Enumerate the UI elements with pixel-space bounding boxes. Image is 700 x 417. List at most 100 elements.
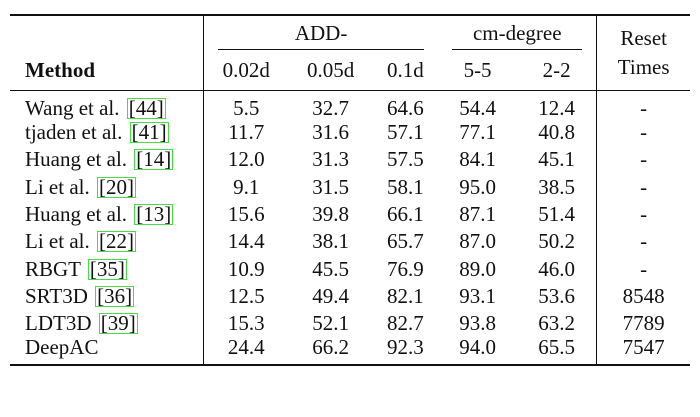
method-name: tjaden et al.: [25, 120, 128, 145]
value-cell: 94.0: [459, 335, 496, 360]
value-cell: 57.1: [387, 120, 424, 145]
method-name: Wang et al.: [25, 96, 125, 120]
table-row: SRT3D [36] 12.5 49.4 82.1 93.1 53.6 8548: [10, 282, 690, 311]
value-cell: 11.7: [228, 120, 265, 145]
results-table: ADD- cm-degree Reset Times Method 0.02d …: [10, 14, 690, 366]
method-name: Li et al.: [25, 174, 95, 199]
value-cell: 15.3: [227, 311, 265, 336]
table-row: RBGT [35] 10.9 45.5 76.9 89.0 46.0-: [10, 255, 690, 283]
citation-link[interactable]: [14]: [134, 147, 174, 172]
citation-link[interactable]: [41]: [129, 120, 169, 145]
value-cell: 12.5: [227, 283, 265, 308]
table-row: Li et al. [20] 9.1 31.5 58.1 95.0 38.5-: [10, 173, 690, 201]
value-cell: 10.9: [227, 256, 265, 281]
table-row: LDT3D [39] 15.3 52.1 82.7 93.8 63.2 7789: [10, 310, 690, 338]
value-cell: 66.1: [387, 202, 424, 227]
value-cell: 24.4: [227, 335, 265, 360]
reset-times-header: Reset Times: [596, 15, 690, 91]
method-name-cell: Huang et al. [14]: [10, 146, 204, 174]
method-name-cell: tjaden et al. [41]: [10, 119, 204, 147]
reset-times-cell: 7789: [596, 310, 690, 338]
value-cell: 38.5: [538, 174, 576, 199]
reset-header-line2: Times: [617, 55, 670, 79]
sub-header-add-005: 0.05d: [307, 57, 355, 82]
method-name: DeepAC: [25, 335, 99, 360]
value-cell: 63.2: [538, 311, 576, 336]
citation-link[interactable]: [13]: [134, 202, 174, 227]
value-cell: 31.5: [312, 174, 349, 199]
group-header-row: ADD- cm-degree Reset Times: [10, 15, 690, 91]
value-cell: 32.7: [312, 96, 349, 120]
method-header-spacer: [10, 15, 204, 50]
method-name-cell: RBGT [35]: [10, 255, 204, 283]
value-cell: 93.8: [459, 311, 496, 336]
sub-header-cm-2-2: 2-2: [542, 57, 571, 82]
method-name: Huang et al.: [25, 147, 133, 172]
reset-times-cell: 7547: [596, 337, 690, 366]
value-cell: 53.6: [538, 283, 576, 308]
method-name: LDT3D: [25, 311, 97, 336]
value-cell: 14.4: [227, 229, 265, 254]
sub-header-add-002: 0.02d: [222, 57, 270, 82]
value-cell: 58.1: [387, 174, 424, 199]
value-cell: 50.2: [538, 229, 576, 254]
sub-header-cm-5-5: 5-5: [463, 57, 492, 82]
value-cell: 38.1: [312, 229, 349, 254]
table-row: Huang et al. [13] 15.6 39.8 66.1 87.1 51.4-: [10, 200, 690, 229]
table-row: tjaden et al. [41] 11.7 31.6 57.1 77.1 40.8-: [10, 119, 690, 147]
method-name-cell: LDT3D [39]: [10, 310, 204, 338]
method-name-cell: Huang et al. [13]: [10, 200, 204, 229]
method-name: Huang et al.: [25, 202, 133, 227]
value-cell: 51.4: [538, 202, 576, 227]
value-cell: 92.3: [387, 335, 424, 360]
value-cell: 15.6: [227, 202, 265, 227]
cm-degree-group-header: cm-degree: [438, 15, 597, 50]
add-group-header: ADD-: [204, 15, 439, 50]
table-body: Wang et al. [44] 5.5 32.7 64.6 54.4 12.4- tjad…: [10, 90, 690, 366]
value-cell: 65.7: [387, 229, 424, 254]
citation-link[interactable]: [22]: [96, 229, 136, 254]
value-cell: 39.8: [312, 202, 349, 227]
reset-times-cell: -: [596, 173, 690, 201]
table-row: Li et al. [22] 14.4 38.1 65.7 87.0 50.2-: [10, 228, 690, 256]
value-cell: 76.9: [387, 256, 424, 281]
sub-header-add-01: 0.1d: [387, 57, 424, 82]
value-cell: 54.4: [459, 96, 496, 120]
method-name-cell: Wang et al. [44]: [10, 90, 204, 120]
method-name: Li et al.: [25, 229, 95, 254]
value-cell: 87.1: [459, 202, 496, 227]
value-cell: 66.2: [312, 335, 349, 360]
value-cell: 9.1: [233, 174, 260, 199]
value-cell: 45.5: [312, 256, 349, 281]
value-cell: 82.7: [387, 311, 424, 336]
citation-link[interactable]: [35]: [87, 256, 127, 281]
method-name-cell: SRT3D [36]: [10, 282, 204, 311]
reset-times-cell: 8548: [596, 282, 690, 311]
citation-link[interactable]: [44]: [126, 96, 166, 120]
reset-times-cell: -: [596, 255, 690, 283]
value-cell: 93.1: [459, 283, 496, 308]
method-name-cell: DeepAC: [10, 335, 204, 366]
value-cell: 84.1: [459, 147, 496, 172]
citation-link[interactable]: [36]: [95, 283, 135, 308]
reset-times-cell: -: [596, 200, 690, 229]
value-cell: 31.3: [312, 147, 349, 172]
value-cell: 52.1: [312, 311, 349, 336]
value-cell: 95.0: [459, 174, 496, 199]
method-name: RBGT: [25, 256, 86, 281]
reset-header-line1: Reset: [620, 25, 667, 50]
add-group-label: ADD-: [294, 20, 348, 45]
cm-degree-group-label: cm-degree: [472, 20, 562, 45]
reset-times-cell: -: [596, 146, 690, 174]
method-name-cell: Li et al. [20]: [10, 173, 204, 201]
value-cell: 87.0: [459, 229, 496, 254]
citation-link[interactable]: [20]: [96, 174, 136, 199]
value-cell: 40.8: [538, 120, 576, 145]
results-table-container: ADD- cm-degree Reset Times Method 0.02d …: [10, 14, 690, 366]
table-row: Wang et al. [44] 5.5 32.7 64.6 54.4 12.4-: [10, 90, 690, 120]
citation-link[interactable]: [39]: [98, 311, 138, 336]
method-header: Method: [10, 50, 204, 91]
table-row: Huang et al. [14] 12.0 31.3 57.5 84.1 45.1-: [10, 146, 690, 174]
method-name: SRT3D: [25, 283, 94, 308]
value-cell: 5.5: [233, 96, 260, 120]
